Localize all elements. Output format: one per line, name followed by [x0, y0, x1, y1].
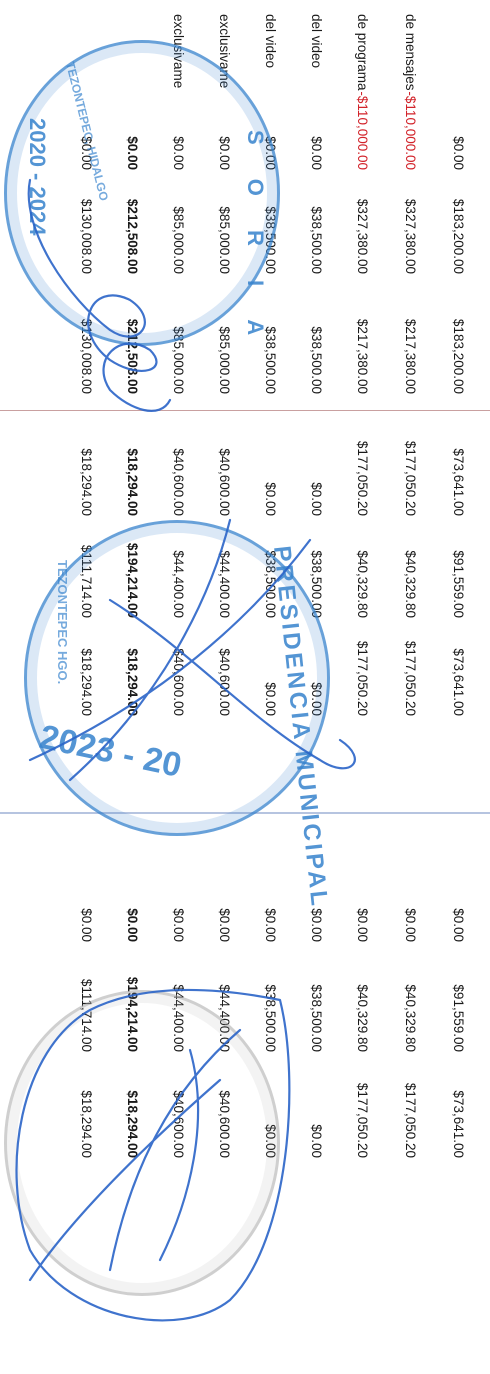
- signature-left: [27, 178, 172, 412]
- signature-middle: [28, 518, 356, 782]
- signature-right: [15, 988, 291, 1322]
